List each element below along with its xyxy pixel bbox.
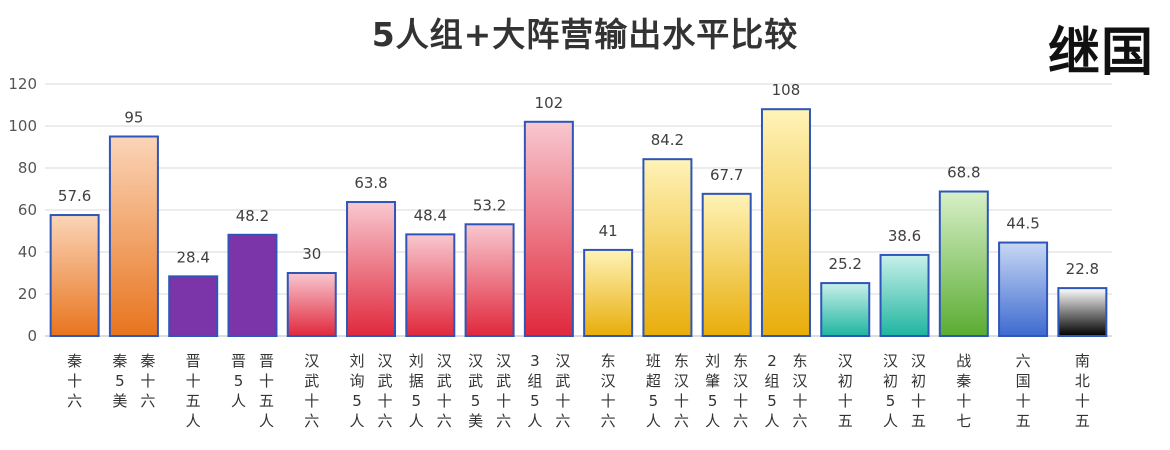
- x-category-label: 秦十六: [140, 352, 155, 410]
- x-category-label: 南北十五: [1075, 352, 1090, 430]
- bar: [938, 190, 989, 337]
- bar-value-label: 41: [599, 222, 618, 240]
- bar-value-label: 67.7: [710, 166, 743, 184]
- bar-value-label: 57.6: [58, 187, 91, 205]
- bar: [998, 241, 1049, 337]
- x-category-label: 东汉十六: [674, 352, 689, 430]
- data-labels: 57.6 95 28.4 48.2 30 63.8 48.4 53.2 102 41 84.2 67.…: [58, 81, 1099, 278]
- x-category-label: 战秦十七: [956, 352, 971, 430]
- bar-value-label: 68.8: [947, 164, 980, 182]
- x-category-label: 刘据 5 人: [409, 352, 424, 430]
- bar-value-label: 48.4: [414, 206, 447, 224]
- y-tick-label: 0: [27, 327, 37, 345]
- x-category-label: 六国十五: [1016, 352, 1031, 430]
- x-category-label: 东汉十六: [601, 352, 616, 430]
- x-category-label: 班超 5 人: [646, 352, 661, 430]
- x-category-label: 东汉十六: [733, 352, 748, 430]
- bar-value-label: 44.5: [1006, 215, 1039, 233]
- x-category-label: 汉武十六: [496, 352, 511, 430]
- bar-value-label: 63.8: [354, 174, 387, 192]
- x-category-label: 晋十五人: [186, 352, 201, 430]
- bar-value-label: 25.2: [829, 255, 862, 273]
- bar: [405, 233, 456, 337]
- x-category-label: 汉初 5 人: [883, 352, 898, 430]
- bar: [879, 253, 930, 337]
- bar-value-label: 84.2: [651, 131, 684, 149]
- bar: [523, 120, 574, 337]
- x-category-label: 东汉十六: [792, 352, 807, 430]
- bar-value-label: 30: [302, 245, 321, 263]
- bar: [820, 282, 871, 337]
- bar-value-label: 102: [535, 94, 564, 112]
- x-category-label: 汉武十六: [304, 352, 319, 430]
- x-category-label: 汉武十六: [437, 352, 452, 430]
- y-tick-label: 40: [18, 243, 37, 261]
- x-category-label: 晋十五人: [259, 352, 274, 430]
- bar: [760, 108, 811, 337]
- bar-value-label: 108: [772, 81, 801, 99]
- bar: [49, 214, 100, 337]
- bar-value-label: 28.4: [176, 248, 209, 266]
- bar: [464, 223, 515, 337]
- x-category-label: 汉初十五: [838, 352, 853, 430]
- x-category-label: 秦十六: [67, 352, 82, 410]
- bar-value-label: 95: [124, 109, 143, 127]
- bar: [227, 233, 278, 337]
- bar: [701, 192, 752, 337]
- x-category-label: 汉武 5 美: [468, 352, 483, 430]
- y-tick-label: 80: [18, 159, 37, 177]
- bar: [108, 135, 159, 337]
- y-tick-label: 20: [18, 285, 37, 303]
- x-category-label: 刘肇 5 人: [705, 352, 720, 430]
- bar: [1057, 287, 1108, 337]
- bar: [286, 272, 337, 337]
- bars: [49, 108, 1108, 337]
- x-category-label: 汉武十六: [378, 352, 393, 430]
- y-axis-ticks: 0 20 40 60 80 100 120: [8, 75, 37, 345]
- y-tick-label: 100: [8, 117, 37, 135]
- gridlines: [45, 83, 1112, 337]
- chart-title: 5人组+大阵营输出水平比较: [371, 15, 799, 54]
- x-category-label: 汉初十五: [911, 352, 926, 430]
- bar-value-label: 48.2: [236, 207, 269, 225]
- bar: [168, 275, 219, 337]
- x-category-label: 刘询 5 人: [350, 352, 365, 430]
- bar-value-label: 38.6: [888, 227, 921, 245]
- bar: [346, 201, 397, 337]
- y-tick-label: 120: [8, 75, 37, 93]
- corner-mark: 继国: [1048, 22, 1155, 83]
- bar: [642, 158, 693, 337]
- bar: [583, 248, 634, 337]
- y-tick-label: 60: [18, 201, 37, 219]
- x-category-label: 汉武十六: [555, 352, 570, 430]
- bar-value-label: 53.2: [473, 196, 506, 214]
- bar-value-label: 22.8: [1066, 260, 1099, 278]
